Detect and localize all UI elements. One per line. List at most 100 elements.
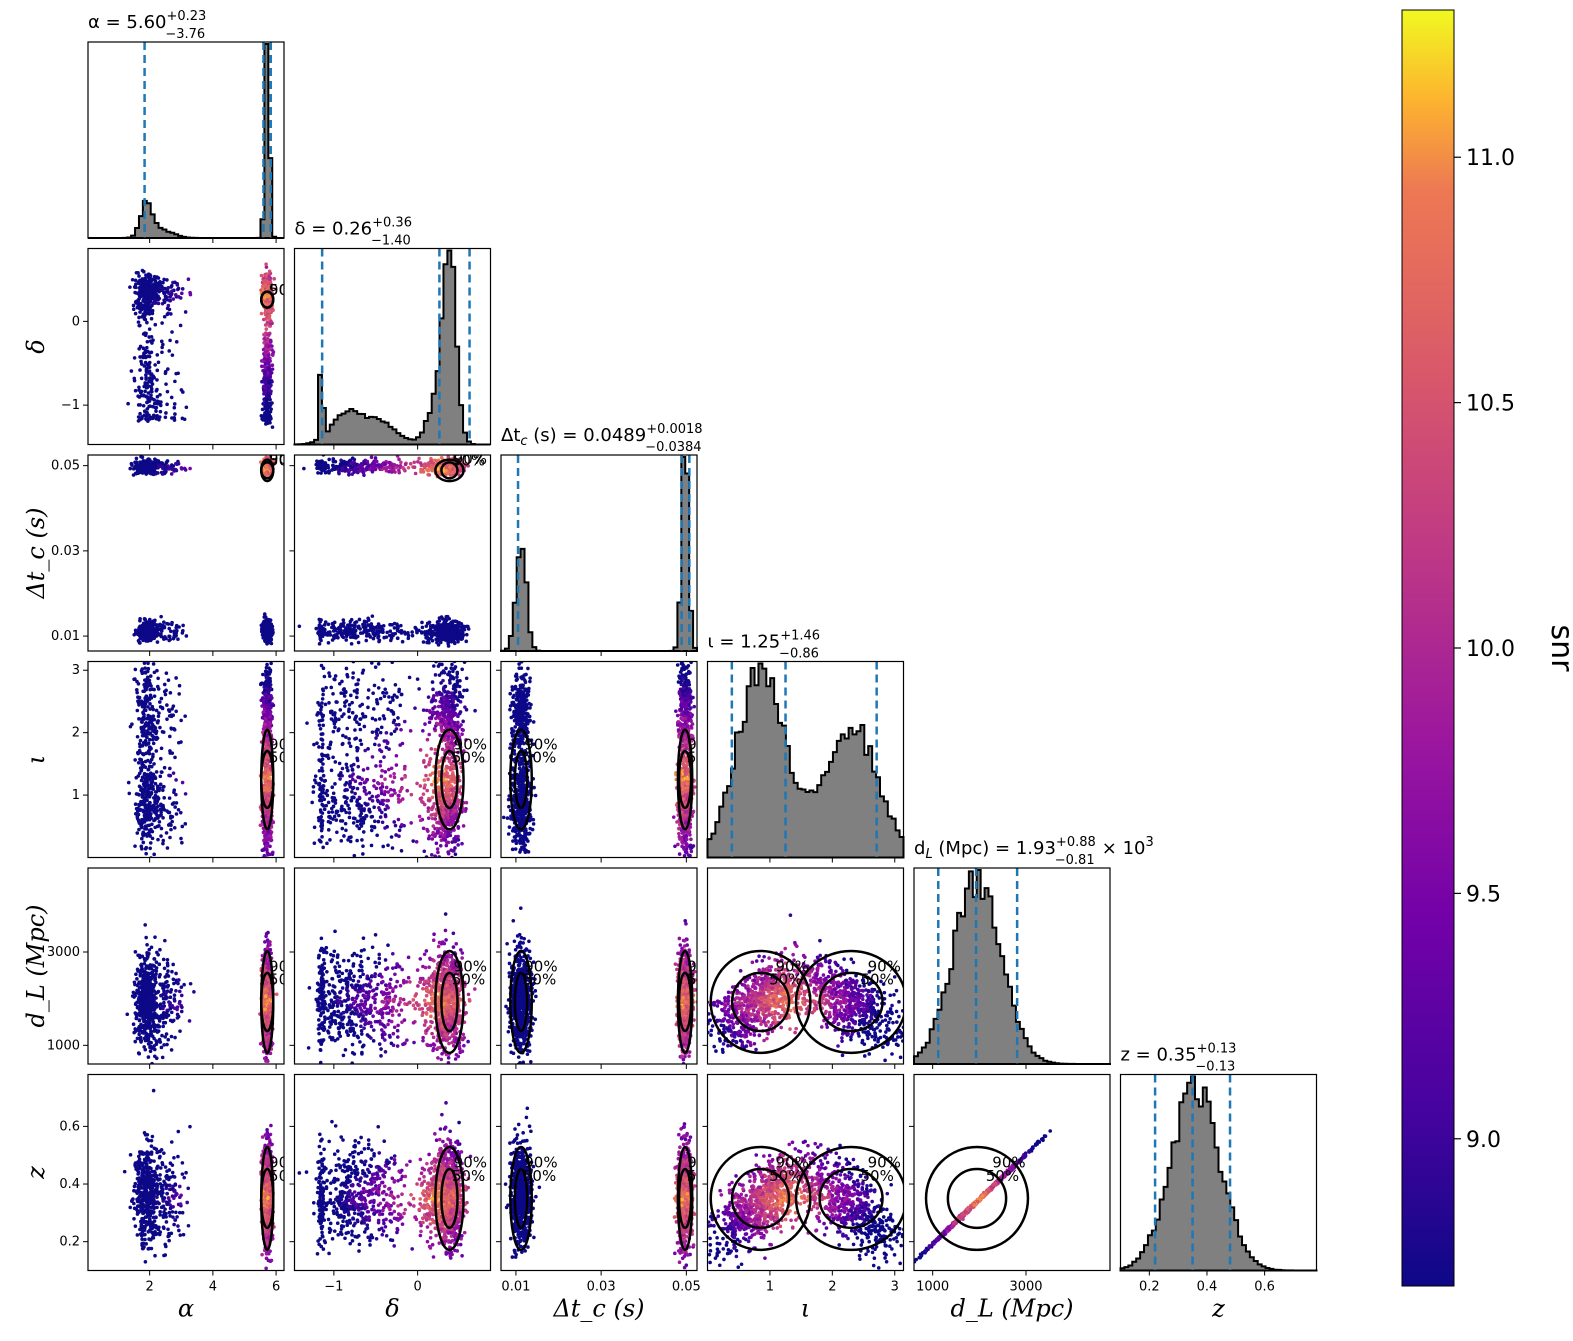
scatter-points: 50%90%50%90% — [707, 913, 904, 1063]
contour-90% — [259, 290, 275, 309]
panel-frame — [293, 1073, 492, 1272]
contour-90% — [434, 728, 465, 831]
contour-50% — [440, 971, 459, 1033]
x-tick-label: 1 — [766, 1280, 774, 1295]
panel-iota-vs-alpha: 50%90% 1 2 3 — [72, 660, 285, 863]
title-lower-err-dtc: −0.0384 — [645, 440, 701, 455]
y-tick-label: 2 — [72, 726, 80, 741]
histogram-iota — [706, 662, 905, 859]
panel-dl-vs-iota: 50%90%50%90% — [702, 867, 905, 1069]
colorbar-gradient — [1401, 9, 1455, 1287]
panel-background — [294, 455, 491, 651]
colorbar: 9.0 9.5 10.0 10.5 11.0 snr — [1401, 9, 1573, 1287]
panel-frame — [500, 867, 698, 1065]
panel-background — [88, 42, 284, 238]
contour-label: 90% — [454, 957, 487, 975]
contour-50% — [818, 971, 884, 1033]
x-tick-label: 3000 — [1009, 1280, 1042, 1295]
panel-dl-vs-dl: dL (Mpc) = 1.93+0.88−0.81 × 103 — [913, 835, 1154, 1069]
contour-90% — [676, 1145, 694, 1252]
panel-frame — [293, 247, 492, 446]
panel-frame — [1119, 1073, 1318, 1272]
colorbar-tick-label: 10.0 — [1466, 637, 1515, 662]
colorbar-tick-label: 11.0 — [1466, 146, 1515, 171]
title-multiplier-dl: × 103 — [1102, 835, 1154, 859]
contour-label: 50% — [769, 970, 802, 988]
panel-frame — [500, 454, 698, 652]
y-tick-label: 0.03 — [51, 544, 80, 559]
contour-90% — [434, 458, 465, 483]
panel-dl-vs-delta: 50%90% — [289, 867, 492, 1069]
contour-label: 90% — [524, 736, 557, 754]
contour-label: 90% — [687, 1154, 720, 1172]
contour-50% — [730, 1167, 791, 1230]
y-tick-label: 1000 — [47, 1038, 80, 1053]
scatter-points: 50%90% — [125, 923, 284, 1064]
panel-frame — [500, 660, 698, 859]
x-tick-label: 0.03 — [587, 1280, 616, 1295]
y-tick-label: 3 — [72, 663, 80, 678]
panel-dl-vs-alpha: 50%90% 1000 3000 — [47, 867, 285, 1069]
x-tick-label: 0.6 — [1254, 1280, 1275, 1295]
panel-background — [88, 868, 284, 1064]
contour-50% — [513, 749, 529, 810]
panel-z-vs-delta: 50%90% −1 0 — [289, 1073, 492, 1295]
contour-90% — [794, 949, 904, 1055]
panel-background — [501, 455, 697, 651]
contour-50% — [730, 971, 791, 1033]
contour-label: 90% — [454, 736, 487, 754]
contour-90% — [676, 728, 694, 831]
contour-50% — [513, 1167, 529, 1230]
contour-50% — [818, 1167, 884, 1230]
colorbar-tick-label: 9.0 — [1466, 1128, 1501, 1153]
panel-frame — [87, 1073, 285, 1272]
contour-label: 90% — [269, 281, 302, 299]
title-lower-err-z: −0.13 — [1195, 1060, 1235, 1075]
y-tick-label: 0 — [72, 314, 80, 329]
panel-frame — [706, 867, 905, 1065]
contour-label: 50% — [452, 452, 485, 470]
panel-frame — [87, 454, 285, 652]
panel-z-vs-dtc: 50%90%50%90% 0.01 0.03 0.05 — [496, 1073, 720, 1295]
contour-label: 90% — [454, 1154, 487, 1172]
contour-50% — [440, 461, 459, 480]
scatter-points: 50%90% — [122, 1088, 302, 1271]
panel-dtc-vs-dtc: Δtc (s) = 0.0489+0.0018−0.0384 — [500, 422, 703, 656]
title-lower-err-dl: −0.81 — [1055, 853, 1095, 868]
contour-label: 90% — [524, 957, 557, 975]
y-tick-label: −1 — [61, 398, 80, 413]
panel-background — [914, 1074, 1110, 1271]
title-lower-err-alpha: −3.76 — [165, 27, 205, 42]
y-tick-label: 0.4 — [59, 1177, 80, 1192]
contour-label: 50% — [861, 1167, 894, 1185]
panel-delta-vs-delta: δ = 0.26+0.36−1.40 — [293, 216, 492, 450]
panel-z-vs-iota: 50%90%50%90%1 2 3 — [702, 1073, 905, 1295]
panel-z-vs-alpha: 50%90% 2 4 6 0.2 0.4 0.6 — [59, 1073, 302, 1295]
y-axis-label-z: z — [22, 1166, 50, 1180]
panel-frame — [500, 1073, 698, 1272]
contour-label: 90% — [269, 1154, 302, 1172]
panel-background — [294, 661, 491, 858]
y-axis-label-iota: ι — [22, 755, 50, 764]
contour-label: 90% — [524, 1154, 557, 1172]
panel-frame — [293, 454, 492, 652]
x-axis-label-delta: δ — [385, 1295, 399, 1323]
panel-background — [88, 661, 284, 858]
scatter-points: 50%90% — [914, 1129, 1053, 1266]
contour-50% — [440, 749, 459, 810]
contour-label: 50% — [769, 1167, 802, 1185]
panel-frame — [87, 247, 285, 446]
contour-90% — [434, 949, 465, 1055]
contour-90% — [259, 728, 275, 831]
scatter-points: 50%90%50%90% — [504, 906, 697, 1064]
y-axis-label-dl: d_L (Mpc) — [22, 904, 50, 1027]
colorbar-label: snr — [1544, 625, 1573, 673]
panel-iota-vs-dtc: 50%90%50%90% — [496, 660, 698, 863]
title-alpha: α = 5.60+0.23 — [88, 9, 206, 33]
contour-label: 90% — [269, 450, 302, 468]
panel-dtc-vs-alpha: 50%90% 0.01 0.03 0.05 — [51, 450, 302, 656]
panel-frame — [706, 660, 905, 859]
panel-z-vs-dl: 50%90% 1000 3000 — [909, 1073, 1111, 1295]
x-tick-label: 0 — [413, 1280, 421, 1295]
